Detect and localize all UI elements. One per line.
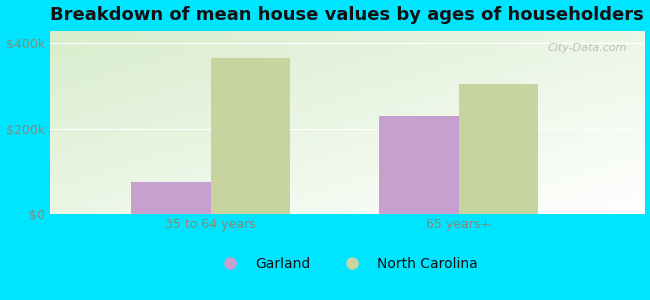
Bar bbox=[131, 182, 211, 214]
Title: Breakdown of mean house values by ages of householders: Breakdown of mean house values by ages o… bbox=[50, 6, 644, 24]
Legend: Garland, North Carolina: Garland, North Carolina bbox=[211, 251, 484, 276]
Text: City-Data.com: City-Data.com bbox=[547, 44, 627, 53]
Bar bbox=[211, 58, 290, 214]
Bar bbox=[458, 84, 538, 214]
Bar bbox=[379, 116, 458, 214]
